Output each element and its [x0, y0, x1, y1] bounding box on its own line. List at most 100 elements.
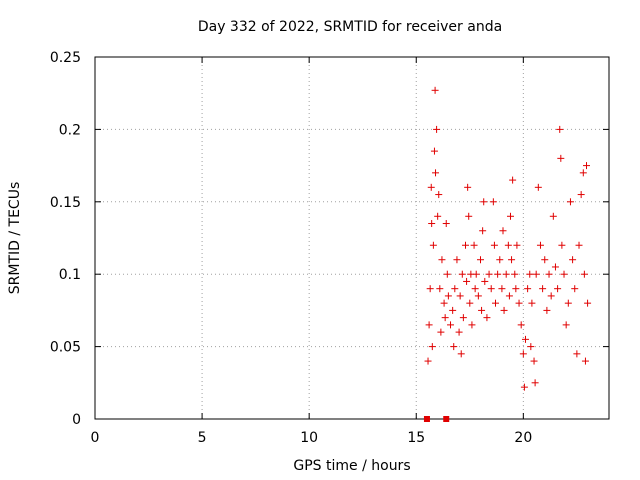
data-point: [466, 299, 474, 307]
data-point: [462, 241, 470, 249]
x-tick-label: 15: [407, 430, 425, 446]
data-point: [556, 125, 564, 133]
data-point: [528, 299, 536, 307]
data-point: [554, 285, 562, 293]
data-point: [531, 379, 539, 387]
data-point: [424, 357, 432, 365]
data-point: [427, 183, 435, 191]
data-point: [524, 285, 532, 293]
ticks: 0 5 10 15 20 0 0.05 0.1 0.15 0.2 0.25: [50, 50, 609, 446]
data-point: [428, 343, 436, 351]
data-point: [499, 227, 507, 235]
y-axis-label: SRMTID / TECUs: [7, 182, 23, 295]
data-point: [479, 227, 487, 235]
data-point: [436, 285, 444, 293]
data-point: [434, 212, 442, 220]
data-point: [477, 256, 484, 264]
data-point: [489, 198, 497, 206]
data-point: [426, 285, 434, 293]
data-point: [494, 270, 502, 278]
data-point: [432, 169, 440, 177]
data-point: [511, 270, 519, 278]
data-point: [455, 328, 463, 336]
data-point: [500, 306, 508, 314]
data-point: [431, 86, 439, 94]
data-point: [549, 212, 557, 220]
data-point: [527, 343, 535, 351]
gap-marker: [443, 416, 450, 422]
data-point: [539, 285, 547, 293]
data-point: [468, 321, 476, 329]
data-point: [566, 198, 574, 206]
data-point: [573, 350, 581, 358]
data-point: [513, 241, 521, 249]
data-point: [530, 357, 538, 365]
data-point: [450, 343, 458, 351]
data-point: [456, 292, 464, 300]
data-point: [526, 270, 534, 278]
data-point: [433, 125, 441, 133]
data-point: [515, 299, 523, 307]
data-point: [520, 383, 528, 391]
data-point: [483, 314, 491, 322]
data-point: [459, 314, 467, 322]
plot-frame: [94, 56, 610, 420]
gap-marker: [423, 416, 430, 422]
data-point: [564, 299, 572, 307]
data-point: [584, 299, 592, 307]
x-tick-label: 20: [514, 430, 532, 446]
data-point: [545, 270, 553, 278]
data-point: [543, 306, 551, 314]
data-point: [437, 328, 445, 336]
data-point: [487, 285, 495, 293]
data-point: [480, 198, 488, 206]
data-point: [457, 350, 465, 358]
data-point: [579, 169, 587, 177]
data-point: [536, 241, 544, 249]
data-point: [463, 277, 471, 285]
grid: [95, 57, 609, 419]
data-point: [580, 270, 588, 278]
data-point: [504, 241, 512, 249]
data-point: [534, 183, 542, 191]
data-point: [474, 292, 482, 300]
chart-title: Day 332 of 2022, SRMTID for receiver and…: [198, 19, 502, 35]
x-tick-label: 0: [91, 430, 100, 446]
data-point: [472, 270, 480, 278]
data-point: [577, 191, 585, 199]
data-point: [458, 270, 466, 278]
data-point: [581, 357, 589, 365]
data-point: [547, 292, 555, 300]
y-tick-label: 0.15: [50, 195, 81, 211]
x-tick-label: 5: [198, 430, 207, 446]
gap-markers: [423, 416, 450, 422]
data-point: [491, 299, 499, 307]
y-tick-label: 0: [72, 412, 81, 428]
data-point: [509, 176, 517, 184]
data-point: [562, 321, 570, 329]
data-point: [444, 292, 452, 300]
data-point: [541, 256, 549, 264]
data-points: [424, 86, 592, 391]
data-point: [575, 241, 583, 249]
data-point: [441, 314, 449, 322]
data-point: [464, 183, 472, 191]
data-point: [440, 299, 448, 307]
x-axis-label: GPS time / hours: [293, 458, 410, 474]
data-point: [430, 147, 438, 155]
data-point: [519, 350, 527, 358]
data-point: [508, 256, 516, 264]
y-tick-label: 0.05: [50, 340, 81, 356]
data-point: [583, 162, 591, 170]
data-point: [435, 191, 443, 199]
data-point: [571, 285, 579, 293]
data-point: [428, 220, 436, 228]
data-point: [558, 241, 566, 249]
data-point: [470, 241, 478, 249]
data-point: [498, 285, 506, 293]
y-tick-label: 0.25: [50, 50, 81, 66]
data-point: [471, 285, 479, 293]
data-point: [496, 256, 504, 264]
data-point: [429, 241, 437, 249]
